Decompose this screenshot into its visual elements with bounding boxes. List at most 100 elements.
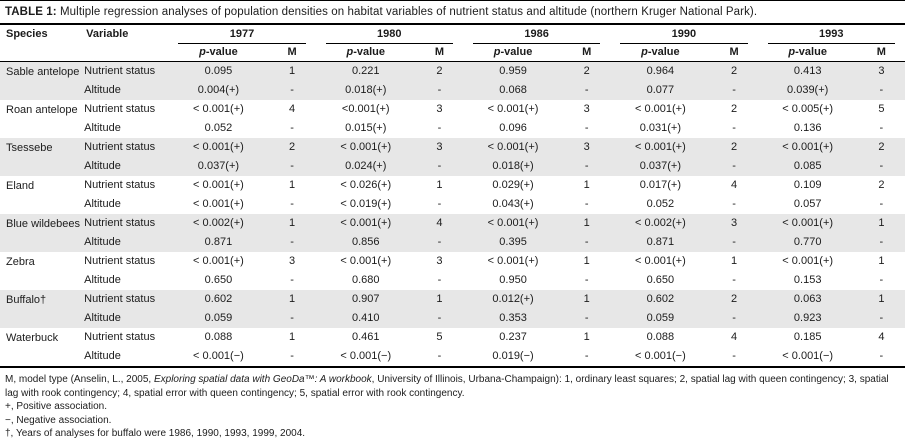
model-type-cell: - [437, 274, 442, 286]
col-header-m: M [563, 44, 611, 62]
table-row: Zebra Nutrient status < 0.001(+) 3 < 0.001(+… [0, 252, 905, 271]
model-type-cell: - [879, 198, 884, 210]
p-value-cell: < 0.001(+) [634, 255, 686, 267]
variable-cell: Altitude [84, 350, 121, 362]
model-type-cell: - [290, 312, 294, 324]
p-value-cell: 0.063 [793, 293, 822, 305]
model-type-cell: - [584, 160, 589, 172]
col-header-pvalue: p-value [168, 44, 269, 62]
p-value-cell: < 0.019(+) [340, 198, 392, 210]
table-footnotes: M, model type (Anselin, L., 2005, Explor… [0, 368, 905, 443]
species-cell: Roan antelope [6, 104, 78, 116]
p-value-cell: < 0.001(+) [634, 103, 686, 115]
p-value-cell: < 0.001(+) [487, 255, 539, 267]
model-type-cell: - [879, 122, 884, 134]
variable-cell: Nutrient status [84, 179, 156, 191]
p-value-cell: 0.923 [793, 312, 822, 324]
p-value-cell: < 0.001(+) [634, 141, 686, 153]
header-row-years: Species Variable 1977 1980 1986 1990 199… [0, 24, 905, 62]
p-value-cell: 0.037(+) [197, 160, 240, 172]
model-type-cell: - [437, 122, 442, 134]
model-type-cell: 3 [878, 65, 885, 77]
p-value-cell: 0.018(+) [492, 160, 534, 172]
p-value-cell: < 0.001(−) [340, 350, 392, 362]
model-type-cell: 4 [730, 331, 738, 343]
model-type-cell: - [732, 350, 736, 362]
model-type-cell: - [732, 122, 736, 134]
p-value-cell: 0.237 [499, 331, 527, 343]
model-type-cell: 2 [436, 65, 443, 77]
p-value-cell: 0.096 [499, 122, 527, 134]
col-header-variable: Variable [80, 24, 169, 62]
variable-cell: Nutrient status [84, 331, 156, 343]
workbook-reference: Exploring spatial data with GeoDa™: A wo… [153, 374, 372, 385]
table-row: Altitude 0.059 - 0.410 - 0.353 - 0.059 - 0.923 - [0, 309, 905, 328]
p-value-cell: < 0.026(+) [340, 179, 392, 191]
p-value-cell: 0.950 [499, 274, 527, 286]
p-value-cell: 0.185 [793, 331, 822, 343]
model-type-cell: - [732, 84, 736, 96]
p-value-cell: 0.221 [351, 65, 380, 77]
p-value-cell: 0.650 [204, 274, 233, 286]
p-value-cell: 0.059 [646, 312, 675, 324]
model-type-cell: - [584, 350, 589, 362]
p-value-cell: < 0.001(+) [782, 217, 834, 229]
model-type-cell: - [584, 122, 589, 134]
model-type-cell: 3 [436, 141, 443, 153]
variable-cell: Nutrient status [84, 293, 156, 305]
model-type-cell: 1 [583, 331, 590, 343]
p-value-cell: < 0.001(−) [193, 350, 244, 362]
table-row: Tsessebe Nutrient status < 0.001(+) 2 < 0.00… [0, 138, 905, 157]
model-type-cell: 5 [436, 331, 443, 343]
footnote-negative: −, Negative association. [5, 414, 112, 426]
model-type-cell: 4 [289, 103, 296, 115]
p-value-cell: < 0.001(+) [193, 103, 244, 115]
p-value-cell: < 0.002(+) [634, 217, 686, 229]
model-type-cell: 2 [878, 141, 885, 153]
species-cell: Sable antelope [6, 66, 80, 78]
variable-cell: Nutrient status [84, 65, 156, 77]
col-header-pvalue: p-value [462, 44, 564, 62]
model-type-cell: 3 [583, 103, 590, 115]
variable-cell: Nutrient status [84, 103, 156, 115]
variable-cell: Altitude [84, 312, 121, 324]
col-header-year-1993: 1993 [758, 24, 905, 44]
p-value-cell: 0.085 [793, 160, 822, 172]
p-value-cell: 0.353 [499, 312, 527, 324]
p-value-cell: 0.871 [646, 236, 675, 248]
model-type-cell: - [732, 198, 736, 210]
species-cell: Blue wildebeest [6, 218, 81, 230]
model-type-cell: 3 [289, 255, 296, 267]
model-type-cell: - [879, 84, 884, 96]
species-cell: Buffalo† [6, 294, 47, 306]
model-type-cell: - [732, 274, 736, 286]
model-type-cell: 4 [878, 331, 885, 343]
model-type-cell: 2 [730, 65, 738, 77]
col-header-pvalue: p-value [757, 44, 858, 62]
p-value-cell: < 0.002(+) [193, 217, 244, 229]
model-type-cell: - [879, 312, 884, 324]
species-cell: Tsessebe [6, 142, 53, 154]
variable-cell: Altitude [84, 236, 121, 248]
model-type-cell: - [584, 274, 589, 286]
model-type-cell: - [437, 198, 442, 210]
table-row: Altitude 0.052 - 0.015(+) - 0.096 - 0.031(+) - 0.… [0, 119, 905, 138]
table-title-text: Multiple regression analyses of populati… [60, 6, 758, 18]
model-type-cell: 1 [878, 255, 885, 267]
model-type-cell: - [879, 236, 884, 248]
p-value-cell: 0.039(+) [787, 84, 829, 96]
p-value-cell: 0.029(+) [492, 179, 534, 191]
p-value-cell: < 0.001(+) [340, 141, 392, 153]
p-value-cell: 0.602 [204, 293, 233, 305]
p-value-cell: 0.015(+) [345, 122, 387, 134]
model-type-cell: - [584, 236, 589, 248]
model-type-cell: 5 [878, 103, 885, 115]
model-type-cell: - [732, 312, 736, 324]
model-type-cell: 3 [436, 103, 443, 115]
p-value-cell: 0.410 [351, 312, 380, 324]
table-row: Sable antelope Nutrient status 0.095 1 0.221… [0, 61, 905, 81]
col-header-year-1980: 1980 [316, 24, 463, 44]
col-header-m: M [415, 44, 463, 62]
model-type-cell: - [437, 84, 442, 96]
